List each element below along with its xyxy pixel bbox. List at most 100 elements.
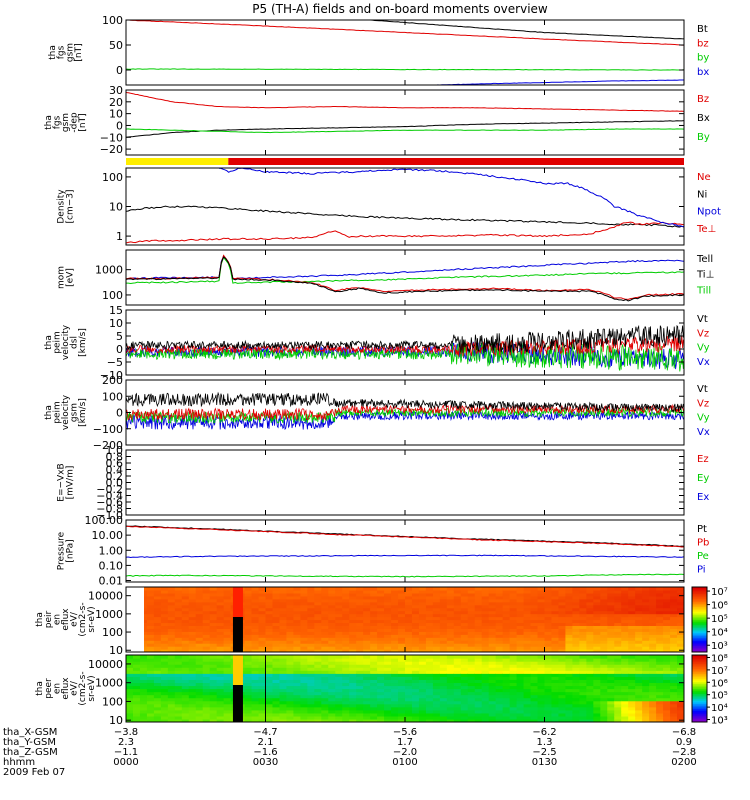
heatmap-cell bbox=[356, 664, 364, 668]
heatmap-cell bbox=[432, 703, 441, 708]
heatmap-cell bbox=[307, 604, 315, 609]
heatmap-cell bbox=[600, 697, 608, 702]
heatmap-cell bbox=[377, 703, 385, 708]
heatmap-cell bbox=[195, 643, 204, 647]
heatmap-cell bbox=[195, 658, 204, 662]
heatmap-cell bbox=[572, 691, 580, 696]
heatmap-cell bbox=[244, 661, 253, 665]
heatmap-cell bbox=[153, 598, 162, 603]
heatmap-cell bbox=[460, 682, 469, 687]
heatmap-cell bbox=[279, 589, 288, 594]
heatmap-cell bbox=[642, 709, 650, 714]
heatmap-cell bbox=[593, 685, 601, 690]
heatmap-cell bbox=[223, 691, 232, 696]
heatmap-cell bbox=[244, 655, 253, 659]
heatmap-cell bbox=[411, 587, 420, 591]
heatmap-cell bbox=[265, 700, 274, 705]
heatmap-cell bbox=[579, 661, 587, 665]
heatmap-cell bbox=[321, 607, 329, 612]
heatmap-cell bbox=[139, 664, 148, 668]
colorbar-cell bbox=[692, 608, 707, 611]
heatmap-cell bbox=[670, 676, 678, 680]
heatmap-cell bbox=[300, 676, 308, 680]
heatmap-cell bbox=[384, 610, 392, 615]
heatmap-cell bbox=[370, 703, 378, 708]
heatmap-cell bbox=[279, 640, 288, 644]
heatmap-cell bbox=[670, 670, 678, 674]
heatmap-cell bbox=[146, 622, 155, 626]
heatmap-cell bbox=[349, 688, 357, 693]
heatmap-cell bbox=[405, 670, 413, 674]
heatmap-cell bbox=[370, 679, 378, 684]
heatmap-cell bbox=[474, 631, 483, 635]
y-tick-label: −0.6 bbox=[96, 496, 123, 509]
heatmap-cell bbox=[314, 697, 322, 702]
heatmap-cell bbox=[558, 622, 567, 626]
heatmap-cell bbox=[467, 688, 476, 693]
heatmap-cell bbox=[335, 628, 343, 632]
heatmap-cell bbox=[202, 649, 211, 652]
panel-data-mom_temp bbox=[126, 254, 684, 302]
mode-bar-fast bbox=[228, 158, 685, 165]
heatmap-cell bbox=[677, 587, 684, 591]
heatmap-cell bbox=[370, 604, 378, 609]
heatmap-cell bbox=[370, 595, 378, 600]
heatmap-cell bbox=[432, 619, 441, 624]
heatmap-cell bbox=[398, 619, 406, 624]
heatmap-cell bbox=[635, 697, 643, 702]
heatmap-cell bbox=[432, 694, 441, 699]
heatmap-cell bbox=[516, 676, 525, 680]
heatmap-cell bbox=[558, 619, 567, 624]
heatmap-cell bbox=[460, 694, 469, 699]
heatmap-cell bbox=[579, 592, 587, 597]
heatmap-cell bbox=[307, 595, 315, 600]
heatmap-cell bbox=[181, 667, 190, 671]
heatmap-cell bbox=[663, 682, 671, 687]
heatmap-cell bbox=[642, 637, 650, 641]
heatmap-cell bbox=[377, 613, 385, 618]
heatmap-cell bbox=[467, 589, 476, 594]
colorbar-cell bbox=[692, 671, 707, 674]
heatmap-cell bbox=[160, 679, 169, 684]
heatmap-cell bbox=[258, 601, 267, 606]
y-axis-label: fgs bbox=[57, 45, 67, 59]
heatmap-cell bbox=[593, 631, 601, 635]
heatmap-cell bbox=[418, 655, 427, 659]
heatmap-cell bbox=[586, 646, 594, 650]
heatmap-cell bbox=[342, 649, 350, 652]
heatmap-cell bbox=[453, 610, 462, 615]
heatmap-cell bbox=[321, 715, 329, 720]
heatmap-cell bbox=[642, 706, 650, 711]
heatmap-cell bbox=[495, 694, 504, 699]
heatmap-cell bbox=[474, 607, 483, 612]
heatmap-cell bbox=[516, 592, 525, 597]
heatmap-cell bbox=[642, 667, 650, 671]
heatmap-cell bbox=[488, 658, 497, 662]
heatmap-cell bbox=[209, 625, 218, 629]
heatmap-cell bbox=[188, 679, 197, 684]
heatmap-cell bbox=[398, 649, 406, 652]
heatmap-cell bbox=[516, 601, 525, 606]
heatmap-cell bbox=[600, 661, 608, 665]
heatmap-cell bbox=[621, 634, 629, 638]
heatmap-cell bbox=[509, 706, 518, 711]
heatmap-cell bbox=[300, 595, 308, 600]
heatmap-cell bbox=[300, 715, 308, 720]
heatmap-cell bbox=[558, 601, 567, 606]
heatmap-cell bbox=[321, 587, 329, 591]
heatmap-cell bbox=[586, 631, 594, 635]
heatmap-cell bbox=[460, 697, 469, 702]
heatmap-cell bbox=[181, 622, 190, 626]
heatmap-cell bbox=[418, 595, 427, 600]
heatmap-cell bbox=[530, 703, 539, 708]
heatmap-cell bbox=[195, 697, 204, 702]
heatmap-cell bbox=[279, 610, 288, 615]
heatmap-cell bbox=[530, 694, 539, 699]
heatmap-cell bbox=[439, 631, 448, 635]
heatmap-cell bbox=[293, 700, 301, 705]
heatmap-cell bbox=[300, 649, 308, 652]
heatmap-cell bbox=[132, 694, 141, 699]
heatmap-cell bbox=[216, 670, 225, 674]
heatmap-cell bbox=[523, 697, 532, 702]
heatmap-cell bbox=[356, 616, 364, 621]
